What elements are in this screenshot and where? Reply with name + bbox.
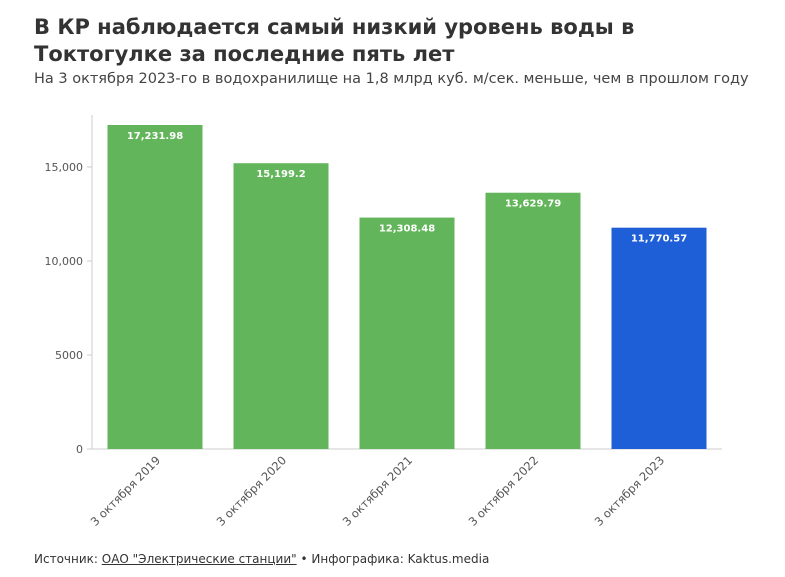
chart-subtitle: На 3 октября 2023-го в водохранилище на …	[34, 71, 749, 87]
footer: Источник: ОАО "Электрические станции" • …	[34, 551, 489, 567]
chart-title: В КР наблюдается самый низкий уровень во…	[34, 15, 635, 66]
y-tick-label: 5000	[55, 349, 83, 362]
x-tick-label: 3 октября 2023	[592, 453, 668, 529]
bar[interactable]	[233, 163, 329, 450]
bar-chart: 0 5000 10,000 15,000 17,231.98 15,199.2 12,30…	[45, 115, 722, 529]
bar[interactable]	[611, 227, 707, 449]
bar-value-label: 11,770.57	[631, 234, 687, 245]
bar-value-label: 17,231.98	[127, 131, 183, 142]
footer-separator: •	[296, 552, 312, 566]
bar-value-label: 12,308.48	[379, 224, 435, 235]
bars-group	[107, 125, 707, 450]
bar[interactable]	[485, 192, 581, 449]
source-link[interactable]: ОАО "Электрические станции"	[101, 552, 297, 566]
x-tick-label: 3 октября 2019	[88, 453, 164, 529]
bar-value-label: 15,199.2	[256, 169, 305, 180]
x-axis-ticks: 3 октября 2019 3 октября 2020 3 октября 20…	[88, 453, 668, 529]
x-tick-label: 3 октября 2022	[466, 453, 542, 529]
bar-value-label: 13,629.79	[505, 199, 561, 210]
bar-value-labels: 17,231.98 15,199.2 12,308.48 13,629.79 11,77…	[127, 131, 687, 245]
x-tick-label: 3 октября 2020	[214, 453, 290, 529]
y-tick-label: 10,000	[45, 255, 84, 268]
y-tick-label: 15,000	[45, 161, 84, 174]
y-tick-label: 0	[76, 443, 83, 456]
source-prefix: Источник:	[34, 552, 102, 566]
credit-text: Инфографика: Kaktus.media	[311, 552, 490, 566]
bar[interactable]	[359, 217, 455, 449]
bar[interactable]	[107, 125, 203, 449]
y-axis-ticks: 0 5000 10,000 15,000	[45, 161, 92, 456]
x-tick-label: 3 октября 2021	[340, 453, 416, 529]
